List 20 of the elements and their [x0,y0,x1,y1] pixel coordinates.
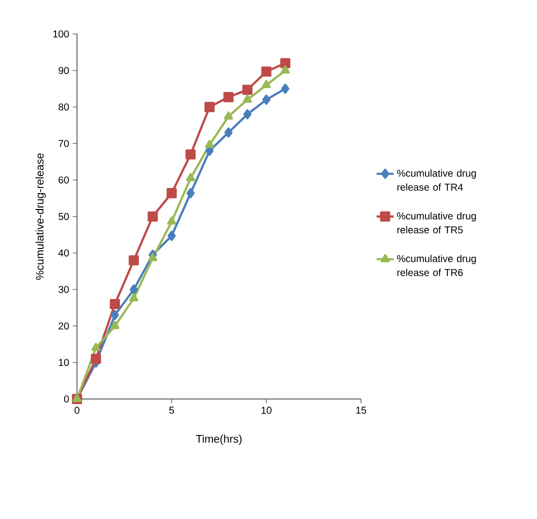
y-tick-label: 10 [58,358,69,366]
x-tick-label: 5 [169,406,174,414]
y-tick-label: 100 [53,30,69,38]
legend-label: %cumulative drug release of TR6 [397,254,476,276]
y-tick-label: 90 [58,66,69,74]
y-tick-label: 30 [58,286,69,294]
legend-label: %cumulative drug release of TR4 [397,169,476,191]
x-tick-label: 10 [262,406,272,414]
y-tick-label: 70 [58,140,69,148]
y-tick-label: 50 [58,212,69,220]
x-tick-label: 0 [74,406,80,414]
y-tick-label: 60 [58,176,69,184]
y-tick-label: 40 [58,249,69,257]
legend-label: %cumulative drug release of TR5 [397,212,476,234]
y-tick-label: 80 [58,103,69,111]
x-tick-label: 15 [356,406,366,414]
y-axis-title: %cumulative-drug-release [36,153,46,280]
y-tick-label: 0 [64,395,69,403]
y-tick-label: 20 [58,322,69,330]
x-axis-title: Time(hrs) [196,434,242,445]
